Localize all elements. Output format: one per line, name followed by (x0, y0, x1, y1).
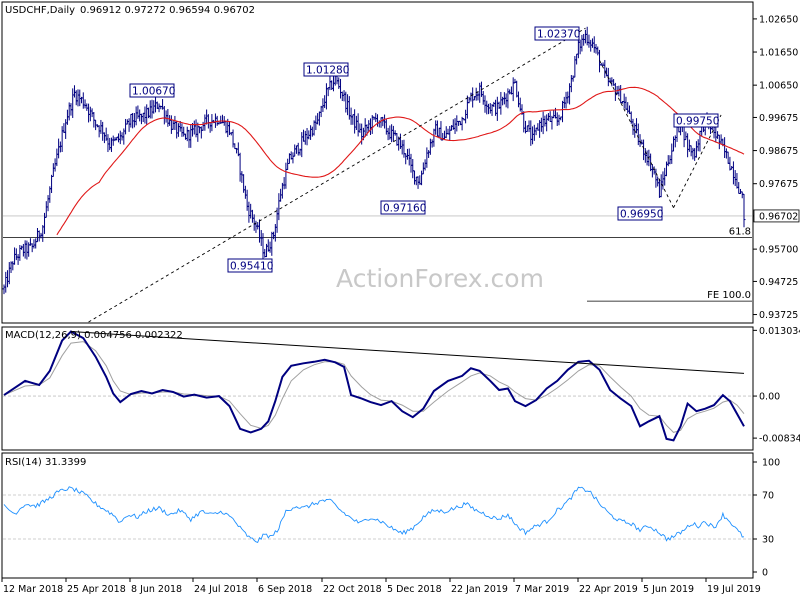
chart-header-ohlc: 0.96912 0.97272 0.96594 0.96702 (80, 5, 255, 16)
price-annotation: 0.99750 (673, 113, 719, 128)
x-tick-label: 24 Jul 2018 (194, 584, 248, 595)
x-tick-label: 5 Jun 2019 (643, 584, 694, 595)
price-annotation: 1.01280 (303, 62, 349, 77)
macd-tick-label: -0.00834 (759, 434, 800, 445)
macd-tick-label: 0.00 (759, 392, 780, 403)
price-annotation: 1.00670 (129, 83, 175, 98)
annotation-box (534, 26, 580, 41)
trend-line-dashed (673, 114, 722, 208)
trend-line-dashed (88, 27, 586, 323)
x-tick-label: 19 Jul 2019 (707, 584, 761, 595)
macd-trend-line (70, 331, 745, 374)
price-annotation: 1.02370 (534, 26, 580, 41)
level-label: 61.8 (729, 227, 751, 238)
price-tick-label: 0.93725 (759, 310, 798, 321)
x-tick-label: 7 Mar 2019 (515, 584, 569, 595)
x-tick-label: 5 Dec 2018 (387, 584, 442, 595)
annotation-box (227, 258, 273, 273)
x-tick-label: 25 Apr 2018 (67, 584, 126, 595)
annotation-box (673, 113, 719, 128)
rsi-tick-label: 100 (762, 458, 780, 469)
last-price-box (753, 209, 800, 223)
macd-layer (3, 330, 752, 442)
x-tick-label: 22 Apr 2019 (579, 584, 638, 595)
price-tick-label: 0.98675 (759, 146, 798, 157)
price-tick-label: 0.94725 (759, 277, 798, 288)
macd-tick-label: 0.013034 (759, 326, 800, 337)
price-annotation: 0.95410 (227, 258, 273, 273)
annotation-label: 1.00670 (132, 86, 175, 98)
x-tick-label: 12 Mar 2018 (3, 584, 63, 595)
price-annotation: 0.97160 (380, 200, 426, 215)
annotation-label: 0.95410 (230, 261, 273, 273)
rsi-tick-label: 30 (762, 535, 774, 546)
x-tick-label: 22 Oct 2018 (323, 584, 382, 595)
price-panel (1, 1, 754, 324)
annotation-box (303, 62, 349, 77)
chart-header-symbol: USDCHF,Daily (5, 5, 75, 16)
x-tick-label: 6 Sep 2018 (258, 584, 312, 595)
rsi-layer (3, 486, 752, 543)
macd-panel (1, 326, 754, 451)
price-annotation: 0.96950 (617, 206, 663, 221)
annotation-box (617, 206, 663, 221)
x-tick-label: 22 Jan 2019 (451, 584, 508, 595)
level-label: FE 100.0 (707, 290, 751, 301)
rsi-tick-label: 0 (762, 568, 768, 579)
price-tick-label: 0.97675 (759, 179, 798, 190)
x-tick-label: 8 Jun 2018 (131, 584, 182, 595)
ohlc-bar (742, 193, 746, 228)
rsi-line (3, 486, 745, 543)
annotation-box (380, 200, 426, 215)
price-tick-label: 0.99675 (759, 113, 798, 124)
annotation-label: 1.02370 (537, 29, 580, 41)
annotation-label: 0.96950 (620, 209, 663, 221)
price-tick-label: 0.96702 (759, 211, 798, 222)
price-tick-label: 1.00650 (759, 81, 798, 92)
annotation-label: 0.97160 (383, 203, 426, 215)
moving-average-line (56, 86, 745, 236)
price-layer: 61.8 FE 100.0 1.00670 0.95410 1.01280 0.97160… (2, 26, 752, 323)
annotation-label: 1.01280 (306, 65, 349, 77)
price-tick-label: 1.01650 (759, 48, 798, 59)
watermark: ActionForex.com (336, 264, 544, 293)
annotation-label: 0.99750 (676, 116, 719, 128)
annotation-box (129, 83, 175, 98)
price-tick-label: 1.02650 (759, 14, 798, 25)
macd-title: MACD(12,26,9) 0.004756 0.002322 (5, 330, 183, 341)
price-tick-label: 0.95700 (759, 245, 798, 256)
rsi-title: RSI(14) 31.3399 (5, 457, 86, 468)
rsi-panel (1, 452, 754, 579)
axis-layer: 1.02650 1.01650 1.00650 0.99675 0.98675 0.976… (1, 14, 800, 595)
macd-line (3, 330, 745, 442)
rsi-tick-label: 70 (762, 491, 774, 502)
